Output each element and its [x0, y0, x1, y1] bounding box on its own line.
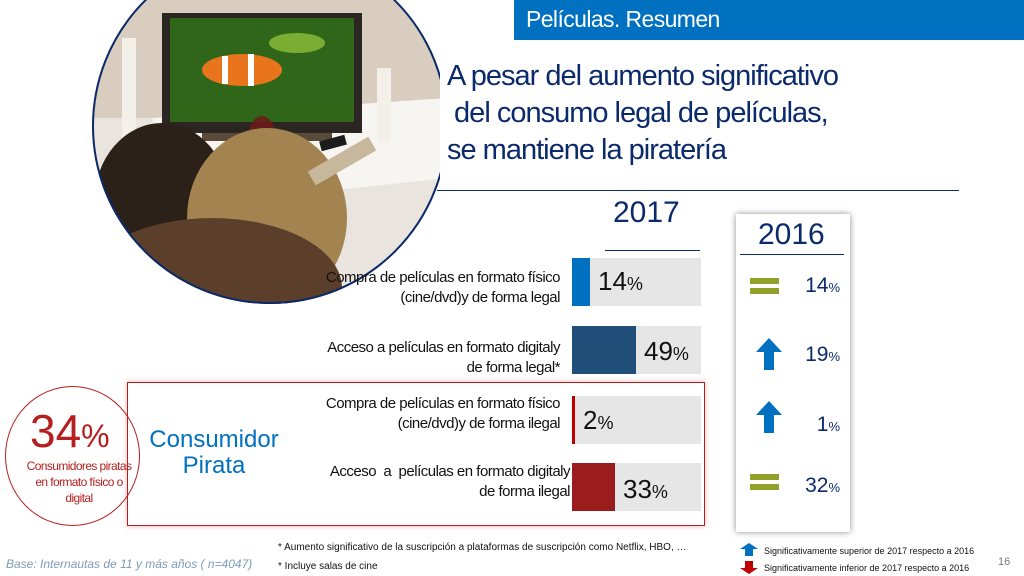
title-line: del consumo legal de películas, — [447, 97, 829, 129]
caption-line: digital — [65, 491, 93, 505]
bar-value-number: 14 — [598, 266, 627, 296]
row-label-line: de forma ilegal — [479, 483, 570, 500]
section-title: Películas. Resumen — [526, 6, 720, 32]
caption-line: Consumidores piratas — [26, 459, 132, 473]
arrow-up-icon — [756, 401, 782, 433]
year-2017-underline — [605, 250, 700, 251]
row-label-compra-fisico-ilegal: Compra de películas en formato físico (c… — [290, 394, 561, 434]
bar-track — [572, 463, 701, 511]
arrow-up-icon — [756, 338, 782, 370]
prev-value-number: 1 — [816, 413, 829, 436]
couple-watching-tv-photo — [0, 0, 440, 330]
row-label-line: Acceso a películas en formato digitaly — [327, 339, 560, 356]
consumidor-line: Consumidor — [149, 426, 279, 453]
legend-down-text: Significativamente inferior de 2017 resp… — [764, 563, 970, 573]
arrow-down-icon — [740, 561, 758, 574]
row-label-line: Compra de películas en formato físico — [325, 269, 561, 286]
pirate-percent-oval — [5, 386, 140, 526]
bar-acceso-digital-ilegal — [572, 463, 615, 511]
bar-track — [572, 396, 701, 444]
year-2016-label: 2016 — [758, 218, 825, 251]
equal-icon — [750, 474, 779, 494]
percent-sign: % — [651, 482, 668, 502]
row-label-acceso-digital-ilegal: Acceso a películas en formato digitaly d… — [290, 462, 571, 502]
row-label-line: Compra de películas en formato físico — [325, 395, 561, 412]
consumidor-pirata-label: Consumidor Pirata — [148, 427, 280, 479]
percent-sign: % — [81, 418, 110, 454]
bar-value: 49% — [644, 336, 689, 367]
prev-value-number: 14 — [805, 274, 829, 297]
bar-value-number: 2 — [583, 405, 598, 435]
row-label-line: (cine/dvd)y de forma legal — [400, 289, 560, 306]
base-note: Base: Internautas de 11 y más años ( n=4… — [6, 557, 253, 571]
page-number: 16 — [998, 556, 1011, 568]
prev-value-number: 32 — [805, 474, 829, 497]
prev-value: 14% — [805, 274, 840, 298]
bar-value: 2% — [583, 405, 613, 436]
percent-sign: % — [828, 349, 840, 364]
prev-value: 19% — [805, 343, 840, 367]
title-line: se mantiene la piratería — [447, 134, 727, 166]
legend-up-text: Significativamente superior de 2017 resp… — [764, 546, 975, 556]
percent-sign: % — [597, 413, 614, 433]
panel-2016: 2016 14% 19% 1% 32% — [736, 214, 850, 532]
main-title: A pesar del aumento significativo del co… — [447, 58, 907, 169]
footnote-cine: * Incluye salas de cine — [278, 561, 378, 572]
row-label-line: Acceso a películas en formato digitaly — [329, 463, 571, 480]
bar-acceso-digital-legal — [572, 326, 636, 374]
arrow-up-icon — [740, 543, 758, 556]
prev-value: 32% — [805, 474, 840, 498]
bar-value-number: 49 — [644, 336, 673, 366]
header-bar: Películas. Resumen — [514, 0, 1024, 40]
year-2017-label: 2017 — [613, 196, 680, 229]
footnote-netflix: * Aumento significativo de la suscripció… — [278, 542, 687, 553]
prev-value-number: 19 — [805, 343, 829, 366]
percent-sign: % — [828, 280, 840, 295]
row-label-line: de forma legal* — [466, 359, 561, 376]
title-line: A pesar del aumento significativo — [447, 60, 839, 92]
bar-track — [572, 326, 701, 374]
consumidor-line: Pirata — [182, 452, 246, 479]
bar-compra-fisico-ilegal — [572, 396, 575, 444]
row-label-compra-fisico-legal: Compra de películas en formato físico (c… — [290, 268, 561, 308]
title-divider — [437, 190, 959, 191]
bar-value: 33% — [623, 474, 668, 505]
bar-track — [572, 258, 701, 306]
percent-sign: % — [828, 419, 840, 434]
equal-icon — [750, 278, 779, 298]
caption-line: en formato físico o — [35, 475, 123, 489]
pirate-percent-value: 34% — [30, 404, 110, 458]
pirate-percent-caption: Consumidores piratas en formato físico o… — [14, 458, 144, 506]
year-2016-underline — [740, 254, 844, 255]
pirate-percent-number: 34 — [30, 405, 82, 457]
percent-sign: % — [626, 274, 643, 294]
prev-value: 1% — [817, 413, 840, 437]
percent-sign: % — [828, 480, 840, 495]
bar-value: 14% — [598, 266, 643, 297]
photo-ring — [92, 0, 440, 304]
bar-compra-fisico-legal — [572, 258, 590, 306]
row-label-acceso-digital-legal: Acceso a películas en formato digitaly d… — [290, 338, 560, 378]
percent-sign: % — [672, 344, 689, 364]
row-label-line: (cine/dvd)y de forma ilegal — [397, 415, 561, 432]
bar-value-number: 33 — [623, 474, 652, 504]
